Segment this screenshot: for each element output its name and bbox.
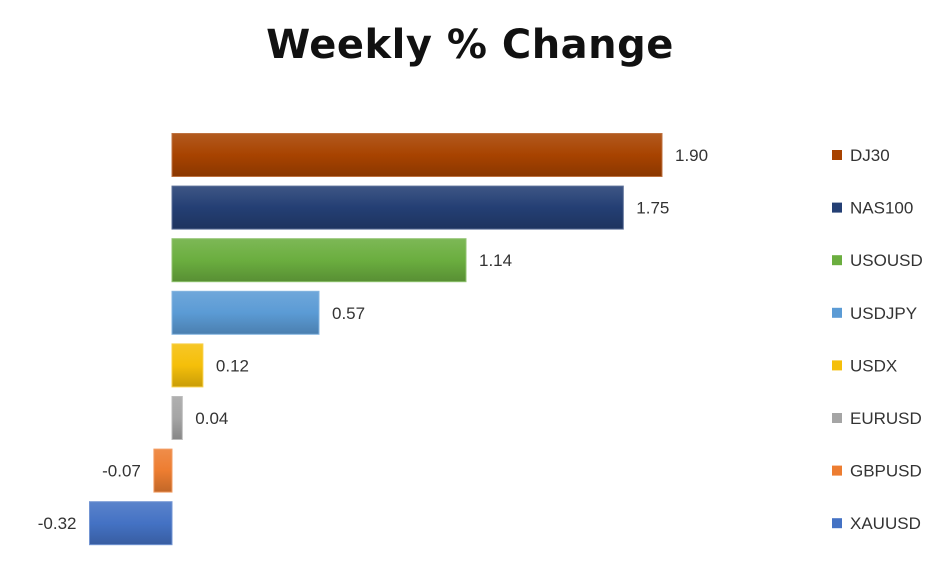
bar-usdx <box>171 343 204 388</box>
bar-usdjpy <box>171 290 320 335</box>
value-labels-layer: 1.90 1.75 1.14 0.57 0.12 0.04 -0.07 -0.32 <box>38 146 708 533</box>
legend-label-usdx: USDX <box>850 356 897 375</box>
legend-swatch-xauusd <box>832 518 842 529</box>
legend-label-dj30: DJ30 <box>850 146 890 165</box>
legend-label-usousd: USOUSD <box>850 251 923 270</box>
bar-usousd <box>171 238 467 283</box>
value-label-xauusd: -0.32 <box>38 514 77 533</box>
legend: DJ30 NAS100 USOUSD USDJPY USDX EURUSD GBPUSD XA… <box>832 146 923 533</box>
legend-swatch-usdjpy <box>832 307 842 318</box>
value-label-dj30: 1.90 <box>675 146 708 165</box>
legend-label-nas100: NAS100 <box>850 199 913 218</box>
value-label-eurusd: 0.04 <box>195 409 228 428</box>
bar-xauusd <box>89 501 173 546</box>
value-label-nas100: 1.75 <box>636 199 669 218</box>
legend-swatch-usousd <box>832 255 842 266</box>
legend-swatch-eurusd <box>832 413 842 423</box>
legend-label-eurusd: EURUSD <box>850 409 922 428</box>
bar-gbpusd <box>153 448 173 493</box>
value-label-usdx: 0.12 <box>216 356 249 375</box>
legend-swatch-dj30 <box>832 150 842 160</box>
value-label-usdjpy: 0.57 <box>332 304 365 323</box>
legend-swatch-usdx <box>832 360 842 371</box>
bar-dj30 <box>171 133 663 177</box>
value-label-gbpusd: -0.07 <box>102 462 141 481</box>
legend-label-usdjpy: USDJPY <box>850 304 917 323</box>
bar-eurusd <box>171 396 183 440</box>
legend-swatch-nas100 <box>832 202 842 213</box>
value-label-usousd: 1.14 <box>479 251 512 270</box>
legend-label-gbpusd: GBPUSD <box>850 462 922 481</box>
legend-label-xauusd: XAUUSD <box>850 514 921 533</box>
bar-nas100 <box>171 185 624 230</box>
legend-swatch-gbpusd <box>832 465 842 476</box>
chart-title: Weekly % Change <box>266 22 674 68</box>
bars-layer <box>89 133 663 546</box>
